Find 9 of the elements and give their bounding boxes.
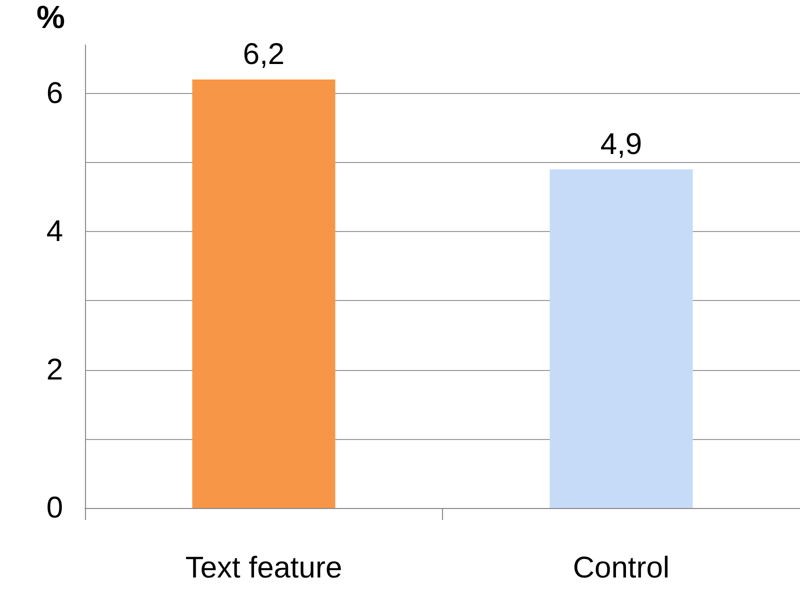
x-tick-label: Control [572,552,670,584]
x-tick-label: Text feature [185,552,342,584]
y-axis-title: % [36,0,65,35]
data-label: 4,9 [600,128,642,161]
data-label: 6,2 [242,38,285,72]
y-tick-label: 4 [46,215,63,248]
y-tick-label: 6 [46,76,63,110]
y-tick-label: 2 [46,353,63,386]
y-tick-label: 0 [46,492,63,524]
